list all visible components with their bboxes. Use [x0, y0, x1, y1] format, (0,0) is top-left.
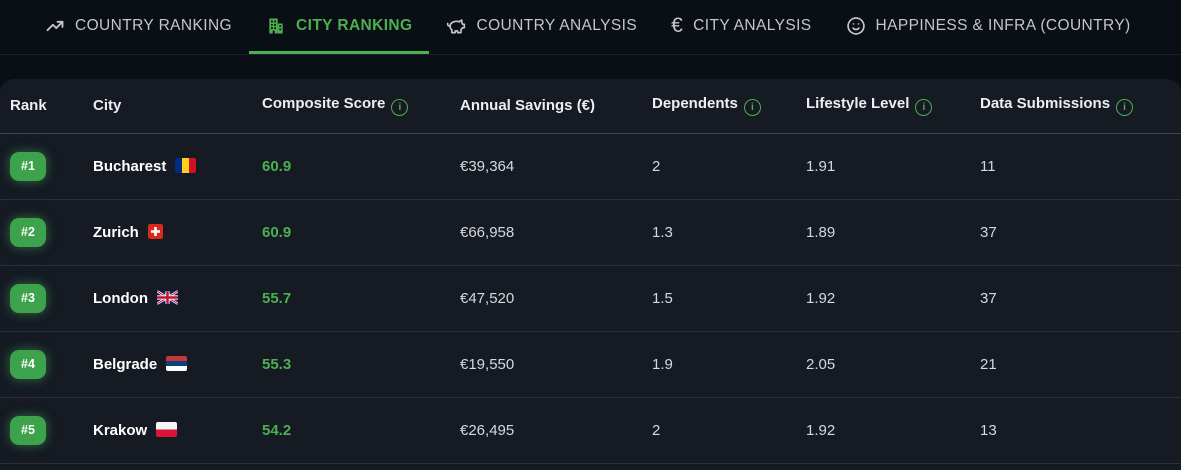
rank-badge: #1 [10, 151, 46, 181]
table-row: #1 Bucharest 60.9 €39,364 2 1.91 11 [0, 133, 1181, 199]
flag-serbia-icon [166, 355, 188, 371]
flag-uk-icon [156, 289, 178, 305]
composite-score-value: 54.2 [262, 421, 292, 439]
column-header-city: City [83, 79, 252, 133]
tab-country-analysis[interactable]: COUNTRY ANALYSIS [429, 0, 654, 54]
column-header-composite-score: Composite Score i [252, 79, 450, 133]
table-header-row: Rank City Composite Score i Annual Saving… [0, 79, 1181, 133]
rank-badge: #2 [10, 217, 46, 247]
city-ranking-card: Rank City Composite Score i Annual Saving… [0, 79, 1181, 470]
lifestyle-level-value: 1.91 [806, 157, 836, 175]
column-header-annual-savings: Annual Savings (€) [450, 79, 642, 133]
city-ranking-table: Rank City Composite Score i Annual Saving… [0, 79, 1181, 464]
flag-switzerland-icon [147, 223, 163, 239]
data-submissions-value: 13 [980, 421, 997, 439]
info-icon[interactable]: i [391, 99, 409, 117]
table-row: #5 Krakow 54.2 €26,495 2 1.92 13 [0, 397, 1181, 463]
city-name: London [93, 289, 148, 307]
flag-poland-icon [156, 421, 178, 437]
column-header-label: Annual Savings (€) [460, 97, 596, 115]
trending-up-icon [45, 16, 65, 36]
euro-icon: € [671, 14, 684, 37]
dependents-value: 2 [652, 421, 661, 439]
composite-score-value: 55.3 [262, 355, 292, 373]
table-body: #1 Bucharest 60.9 €39,364 2 1.91 11 #2 Z… [0, 133, 1181, 463]
piggy-bank-icon [446, 16, 466, 36]
lifestyle-level-value: 2.05 [806, 355, 836, 373]
composite-score-value: 60.9 [262, 157, 292, 175]
lifestyle-level-value: 1.89 [806, 223, 836, 241]
city-name: Belgrade [93, 355, 158, 373]
annual-savings-value: €39,364 [460, 157, 515, 175]
info-icon[interactable]: i [1116, 99, 1134, 117]
city-name: Krakow [93, 421, 148, 439]
column-header-rank: Rank [0, 79, 83, 133]
composite-score-value: 55.7 [262, 289, 292, 307]
lifestyle-level-value: 1.92 [806, 289, 836, 307]
data-submissions-value: 11 [980, 157, 996, 175]
rank-badge: #3 [10, 283, 46, 313]
dependents-value: 1.9 [652, 355, 673, 373]
tab-label: COUNTRY ANALYSIS [476, 16, 638, 34]
annual-savings-value: €66,958 [460, 223, 515, 241]
tab-city-analysis[interactable]: € CITY ANALYSIS [654, 0, 828, 54]
tab-happiness-infra-country[interactable]: HAPPINESS & INFRA (COUNTRY) [829, 0, 1148, 54]
tab-label: HAPPINESS & INFRA (COUNTRY) [875, 16, 1131, 34]
table-row: #3 London 55.7 €47,520 1.5 1.92 37 [0, 265, 1181, 331]
data-submissions-value: 21 [980, 355, 997, 373]
annual-savings-value: €19,550 [460, 355, 515, 373]
smiley-icon [846, 16, 866, 36]
dependents-value: 1.3 [652, 223, 673, 241]
tab-label: CITY ANALYSIS [693, 16, 812, 34]
column-header-label: Composite Score [262, 95, 386, 113]
column-header-label: Dependents [652, 95, 738, 113]
table-row: #2 Zurich 60.9 €66,958 1.3 1.89 37 [0, 199, 1181, 265]
city-name: Bucharest [93, 157, 167, 175]
column-header-label: City [93, 97, 122, 115]
table-row: #4 Belgrade 55.3 €19,550 1.9 2.05 21 [0, 331, 1181, 397]
tab-label: CITY RANKING [296, 16, 413, 34]
tab-city-ranking[interactable]: CITY RANKING [249, 0, 430, 54]
column-header-lifestyle-level: Lifestyle Level i [796, 79, 970, 133]
annual-savings-value: €26,495 [460, 421, 515, 439]
lifestyle-level-value: 1.92 [806, 421, 836, 439]
info-icon[interactable]: i [743, 99, 761, 117]
composite-score-value: 60.9 [262, 223, 292, 241]
dependents-value: 1.5 [652, 289, 673, 307]
column-header-label: Lifestyle Level [806, 95, 910, 113]
column-header-label: Rank [10, 97, 47, 115]
rank-badge: #5 [10, 415, 46, 445]
dependents-value: 2 [652, 157, 661, 175]
info-icon[interactable]: i [915, 99, 933, 117]
tab-country-ranking[interactable]: COUNTRY RANKING [28, 0, 249, 54]
rank-badge: #4 [10, 349, 46, 379]
flag-romania-icon [175, 157, 197, 173]
data-submissions-value: 37 [980, 289, 997, 307]
annual-savings-value: €47,520 [460, 289, 515, 307]
building-icon [266, 16, 286, 36]
column-header-dependents: Dependents i [642, 79, 796, 133]
column-header-label: Data Submissions [980, 95, 1111, 113]
city-name: Zurich [93, 223, 139, 241]
data-submissions-value: 37 [980, 223, 997, 241]
tab-bar: COUNTRY RANKING CITY RANKING COUNTRY ANA… [0, 0, 1181, 55]
column-header-data-submissions: Data Submissions i [970, 79, 1181, 133]
tab-label: COUNTRY RANKING [75, 16, 233, 34]
